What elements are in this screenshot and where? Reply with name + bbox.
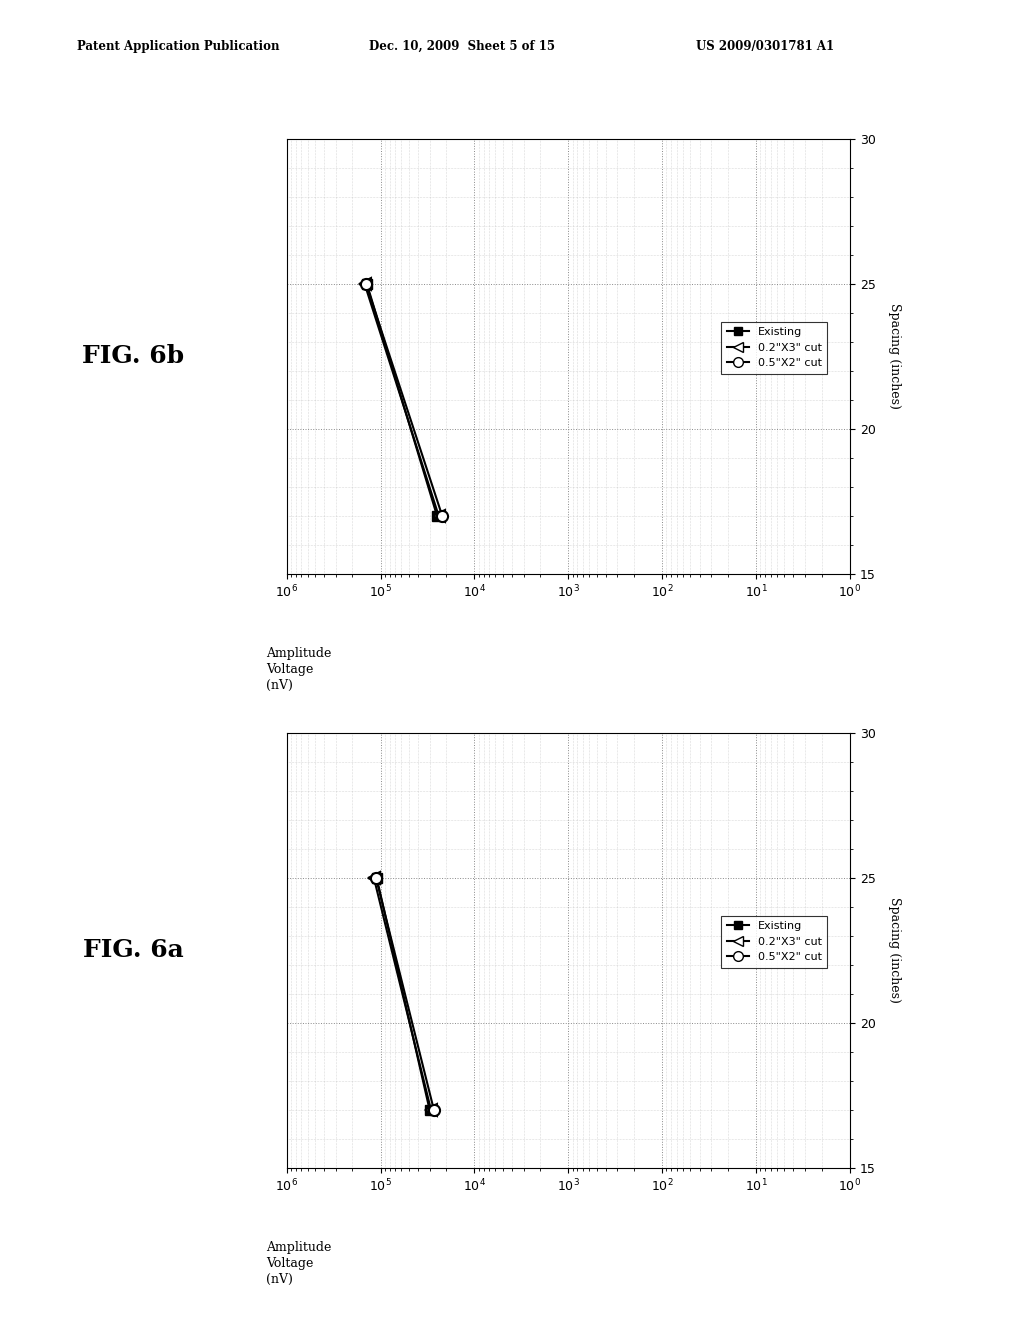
Legend: Existing, 0.2"X3" cut, 0.5"X2" cut: Existing, 0.2"X3" cut, 0.5"X2" cut xyxy=(721,916,827,968)
Text: FIG. 6a: FIG. 6a xyxy=(83,939,183,962)
Text: US 2009/0301781 A1: US 2009/0301781 A1 xyxy=(696,40,835,53)
Y-axis label: Spacing (inches): Spacing (inches) xyxy=(888,304,900,409)
Text: Amplitude
Voltage
(nV): Amplitude Voltage (nV) xyxy=(266,1241,332,1286)
Text: Patent Application Publication: Patent Application Publication xyxy=(77,40,280,53)
Y-axis label: Spacing (inches): Spacing (inches) xyxy=(888,898,900,1003)
Text: Amplitude
Voltage
(nV): Amplitude Voltage (nV) xyxy=(266,647,332,692)
Legend: Existing, 0.2"X3" cut, 0.5"X2" cut: Existing, 0.2"X3" cut, 0.5"X2" cut xyxy=(721,322,827,374)
Text: Dec. 10, 2009  Sheet 5 of 15: Dec. 10, 2009 Sheet 5 of 15 xyxy=(369,40,555,53)
Text: FIG. 6b: FIG. 6b xyxy=(82,345,184,368)
